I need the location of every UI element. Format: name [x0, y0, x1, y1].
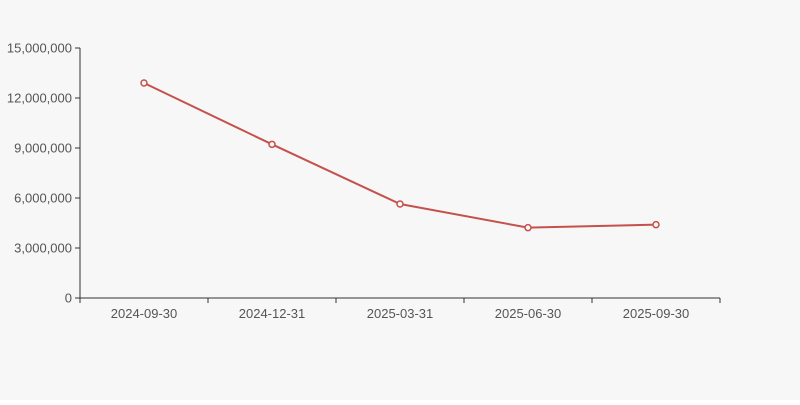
- y-tick-label: 6,000,000: [14, 191, 72, 206]
- x-tick-label: 2025-09-30: [623, 306, 690, 321]
- y-tick-label: 12,000,000: [7, 91, 72, 106]
- y-tick-label: 15,000,000: [7, 41, 72, 56]
- data-point-marker[interactable]: [524, 223, 532, 232]
- y-tick-label: 9,000,000: [14, 141, 72, 156]
- x-tick-label: 2024-12-31: [239, 306, 306, 321]
- data-point-marker[interactable]: [396, 200, 404, 208]
- x-tick-label: 2024-09-30: [111, 306, 178, 321]
- x-tick-label: 2025-03-31: [367, 306, 434, 321]
- x-tick-label: 2025-06-30: [495, 306, 562, 321]
- y-tick-label: 0: [65, 291, 72, 306]
- data-point-marker[interactable]: [140, 79, 148, 87]
- data-point-marker[interactable]: [268, 140, 276, 149]
- y-tick-label: 3,000,000: [14, 241, 72, 256]
- data-point-marker[interactable]: [652, 220, 660, 229]
